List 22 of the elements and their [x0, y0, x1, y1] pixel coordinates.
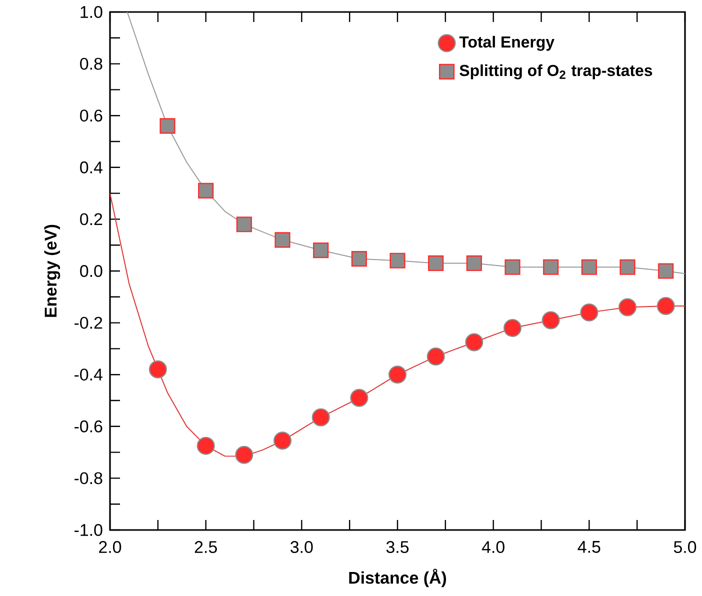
x-tick-label: 2.5: [194, 541, 217, 554]
x-axis-title: Distance (Å): [349, 568, 446, 588]
x-tick-label: 3.5: [386, 541, 409, 554]
legend-label: Total Energy: [459, 36, 554, 51]
y-tick-label: 1.0: [80, 6, 102, 18]
x-tick-label: 2.0: [99, 541, 122, 554]
legend-label: Splitting of O$_{2}$ trap-states: [460, 64, 652, 80]
y-tick-label: -0.4: [74, 368, 102, 381]
y-tick-label: -0.2: [74, 316, 102, 329]
y-tick-label: 0.8: [80, 58, 102, 70]
y-axis-title: Energy (eV): [44, 224, 60, 317]
x-tick-label: 4.0: [482, 541, 504, 554]
y-tick-label: 0.4: [80, 161, 102, 174]
y-tick-label: 0.2: [80, 213, 102, 226]
y-tick-label: -0.6: [74, 420, 102, 432]
x-tick-label: 5.0: [674, 541, 696, 554]
x-tick-label: 4.5: [578, 541, 600, 553]
x-tick-label: 3.0: [290, 541, 313, 554]
y-tick-label: 0.0: [80, 265, 102, 277]
y-tick-label: 0.6: [80, 110, 102, 122]
y-tick-label: -1.0: [74, 524, 102, 536]
y-tick-label: -0.8: [74, 472, 102, 484]
